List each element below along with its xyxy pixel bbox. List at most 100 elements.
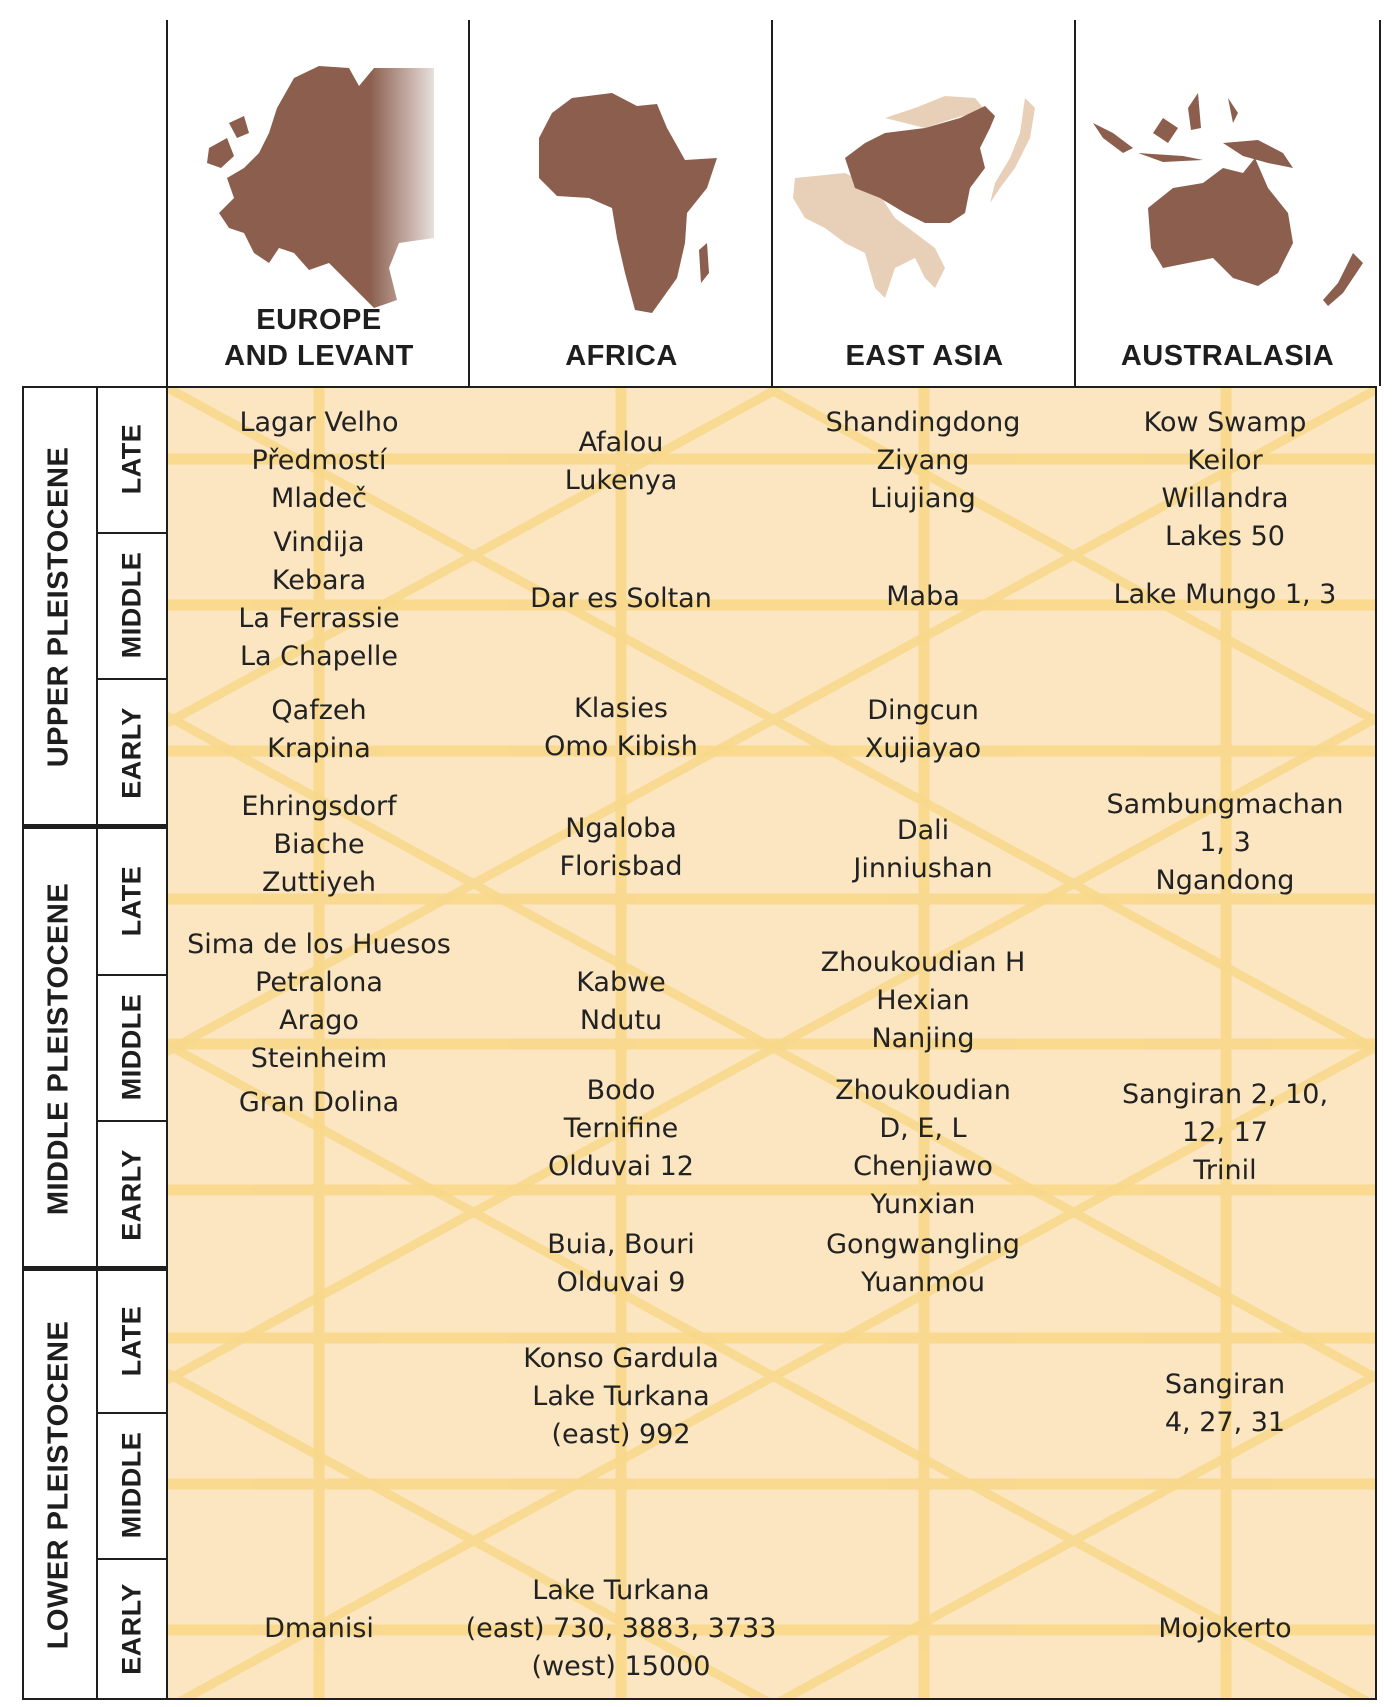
divider	[96, 532, 166, 534]
site-name: Jinniushan	[853, 853, 993, 884]
site-name: Arago	[279, 1005, 359, 1036]
site-name: 4, 27, 31	[1164, 1407, 1286, 1438]
site-name: Mladeč	[271, 483, 367, 514]
site-name: Sambungmachan	[1106, 789, 1344, 820]
site-name: Lake Turkana	[532, 1575, 710, 1606]
site-name: Lagar Velho	[239, 407, 399, 438]
site-name: Gongwangling	[826, 1229, 1020, 1260]
east-asia-map-icon	[773, 38, 1076, 318]
site-name: Lakes 50	[1165, 521, 1285, 552]
sub-middle-middle: MIDDLE	[96, 974, 166, 1120]
site-name: Trinil	[1193, 1155, 1257, 1186]
site-name: Kebara	[271, 565, 367, 596]
europe-header: EUROPE AND LEVANT	[166, 20, 470, 386]
site-name: Sangiran 2, 10,	[1121, 1079, 1329, 1110]
sub-middle-late: LATE	[96, 828, 166, 974]
cell-africa-lower-late: Buia, Bouri Olduvai 9	[470, 1222, 772, 1306]
divider	[96, 678, 166, 680]
region-label-europe: EUROPE AND LEVANT	[224, 304, 414, 372]
sub-lower-middle: MIDDLE	[96, 1412, 166, 1558]
site-name: (west) 15000	[531, 1651, 711, 1682]
cell-australasia-middle-late: Sambungmachan 1, 3 Ngandong	[1074, 784, 1375, 902]
cell-africa-lower-middle: Konso Gardula Lake Turkana (east) 992	[470, 1338, 772, 1456]
site-name: Yuanmou	[860, 1267, 986, 1298]
sub-middle-early: EARLY	[96, 1120, 166, 1270]
east-asia-header: EAST ASIA	[771, 20, 1076, 386]
cell-africa-middle-middle: Kabwe Ndutu	[470, 960, 772, 1044]
divider	[96, 1412, 166, 1414]
sub-upper-late: LATE	[96, 386, 166, 532]
site-name: Chenjiawo	[853, 1151, 993, 1182]
site-name: Olduvai 12	[548, 1151, 694, 1182]
site-name: Qafzeh	[271, 695, 367, 726]
site-name: Kow Swamp	[1143, 407, 1307, 438]
region-label-east-asia: EAST ASIA	[845, 340, 1004, 372]
africa-map-icon	[470, 38, 773, 318]
site-name: Ziyang	[876, 445, 970, 476]
cell-australasia-middle-early: Sangiran 2, 10, 12, 17 Trinil	[1074, 1074, 1375, 1192]
site-name: Ternifine	[563, 1113, 679, 1144]
cell-europe-upper-late: Lagar Velho Předmostí Mladeč	[168, 402, 470, 520]
site-name: Afalou	[578, 427, 664, 458]
europe-map-icon	[168, 38, 470, 318]
site-name: Sangiran	[1164, 1369, 1286, 1400]
cell-africa-upper-late: Afalou Lukenya	[470, 420, 772, 504]
cell-east-asia-upper-middle: Maba	[772, 572, 1074, 622]
sub-upper-early: EARLY	[96, 678, 166, 828]
epoch-divider	[22, 1266, 166, 1271]
site-name: Zuttiyeh	[262, 867, 376, 898]
site-name: D, E, L	[879, 1113, 967, 1144]
cell-east-asia-middle-late: Dali Jinniushan	[772, 808, 1074, 892]
axis-top-rule	[22, 386, 166, 388]
cell-africa-upper-middle: Dar es Soltan	[470, 574, 772, 624]
site-name: Ndutu	[579, 1005, 663, 1036]
site-name: Lake Mungo 1, 3	[1113, 579, 1337, 610]
cell-australasia-lower-middle: Sangiran 4, 27, 31	[1074, 1362, 1375, 1446]
site-name: 1, 3	[1199, 827, 1251, 858]
site-name: Dar es Soltan	[530, 583, 712, 614]
site-name: Dali	[896, 815, 950, 846]
site-name: Shandingdong	[825, 407, 1021, 438]
epoch-upper-pleistocene: UPPER PLEISTOCENE	[22, 386, 94, 828]
site-name: Buia, Bouri	[547, 1229, 695, 1260]
sub-lower-early: EARLY	[96, 1558, 166, 1700]
site-name: Lukenya	[564, 465, 678, 496]
cell-east-asia-upper-late: Shandingdong Ziyang Liujiang	[772, 402, 1074, 520]
site-name: La Chapelle	[239, 641, 399, 672]
site-name: Lake Turkana	[532, 1381, 710, 1412]
site-name: Ngandong	[1155, 865, 1295, 896]
site-name: Yunxian	[870, 1189, 976, 1220]
cell-africa-middle-late: Ngaloba Florisbad	[470, 806, 772, 890]
cell-east-asia-upper-early: Dingcun Xujiayao	[772, 688, 1074, 772]
region-label-australasia: AUSTRALASIA	[1120, 340, 1335, 372]
axis-bottom-rule	[22, 1698, 166, 1700]
divider	[96, 1558, 166, 1560]
australasia-map-icon	[1076, 38, 1379, 318]
site-name: (east) 992	[551, 1419, 691, 1450]
site-name: Vindija	[273, 527, 365, 558]
site-name: La Ferrassie	[238, 603, 400, 634]
cell-australasia-upper-late: Kow Swamp Keilor Willandra Lakes 50	[1074, 402, 1375, 558]
cell-australasia-upper-middle: Lake Mungo 1, 3	[1074, 570, 1375, 620]
site-name: Konso Gardula	[523, 1343, 719, 1374]
site-name: Biache	[273, 829, 365, 860]
site-name: Florisbad	[559, 851, 683, 882]
site-name: Bodo	[586, 1075, 656, 1106]
site-name: (east) 730, 3883, 3733	[465, 1613, 777, 1644]
site-name: Xujiayao	[864, 733, 982, 764]
cell-europe-middle-middle: Sima de los Huesos Petralona Arago Stein…	[168, 924, 470, 1080]
site-name: Mojokerto	[1158, 1613, 1292, 1644]
sub-upper-middle: MIDDLE	[96, 532, 166, 678]
cell-africa-upper-early: Klasies Omo Kibish	[470, 686, 772, 770]
divider	[96, 974, 166, 976]
site-name: Willandra	[1161, 483, 1289, 514]
cell-europe-upper-middle: Vindija Kebara La Ferrassie La Chapelle	[168, 524, 470, 676]
site-name: Steinheim	[250, 1043, 388, 1074]
cell-australasia-lower-early: Mojokerto	[1074, 1604, 1375, 1654]
site-name: Dmanisi	[264, 1613, 374, 1644]
sub-lower-late: LATE	[96, 1270, 166, 1412]
cell-europe-middle-late: Ehringsdorf Biache Zuttiyeh	[168, 786, 470, 904]
cell-europe-upper-early: Qafzeh Krapina	[168, 688, 470, 772]
site-name: Ehringsdorf	[241, 791, 397, 822]
cell-east-asia-lower-late: Gongwangling Yuanmou	[772, 1222, 1074, 1306]
